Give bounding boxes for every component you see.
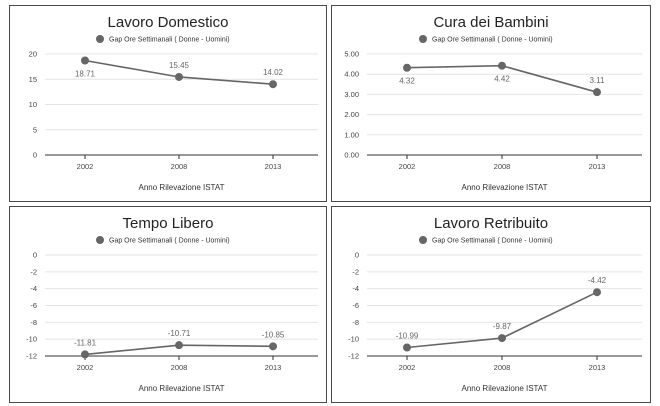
x-tick-label: 2002 [399, 363, 416, 372]
y-tick-label: 0 [33, 251, 37, 260]
data-point [81, 56, 89, 65]
x-axis-label: Anno Rilevazione ISTAT [462, 384, 548, 393]
y-tick-label: -4 [30, 284, 37, 293]
data-label: 18.71 [75, 70, 96, 79]
data-point [498, 334, 506, 343]
data-label: -10.71 [168, 329, 191, 338]
data-point [403, 343, 411, 352]
data-point [498, 61, 506, 70]
legend-label: Gap Ore Settimanali ( Donne - Uomini) [432, 238, 553, 245]
x-tick-label: 2013 [589, 162, 606, 171]
x-tick-label: 2008 [171, 162, 188, 171]
y-tick-label: 4.00 [344, 70, 359, 79]
y-tick-label: 10 [29, 100, 37, 109]
x-axis-label: Anno Rilevazione ISTAT [139, 183, 225, 192]
chart-title: Tempo Libero [123, 215, 214, 232]
y-tick-label: -8 [352, 318, 359, 327]
x-axis-label: Anno Rilevazione ISTAT [139, 384, 225, 393]
data-label: -11.81 [74, 338, 97, 347]
data-label: -9.87 [493, 322, 512, 331]
chart-title: Cura dei Bambini [433, 14, 548, 31]
data-point [175, 341, 183, 350]
x-tick-label: 2013 [589, 363, 606, 372]
x-tick-label: 2002 [77, 162, 94, 171]
x-tick-label: 2008 [171, 363, 188, 372]
legend-label: Gap Ore Settimanali ( Donne - Uomini) [432, 37, 553, 44]
chart-title: Lavoro Domestico [108, 14, 229, 31]
y-tick-label: -8 [30, 318, 37, 327]
data-point [593, 88, 601, 97]
data-point [593, 288, 601, 297]
y-tick-label: 5 [33, 125, 37, 134]
y-tick-label: -6 [352, 301, 359, 310]
data-point [269, 342, 277, 351]
chart-svg: Cura dei Bambini Gap Ore Settimanali ( Do… [344, 14, 642, 192]
x-tick-label: 2002 [399, 162, 416, 171]
y-tick-label: 20 [29, 50, 37, 59]
data-label: 4.32 [399, 77, 415, 86]
x-tick-label: 2008 [494, 162, 511, 171]
x-tick-label: 2013 [265, 162, 282, 171]
chart-svg: Lavoro Retribuito Gap Ore Settimanali ( D… [348, 215, 642, 393]
legend-marker [419, 35, 427, 43]
y-tick-label: -10 [348, 335, 359, 344]
x-axis-label: Anno Rilevazione ISTAT [462, 183, 548, 192]
chart-svg: Tempo Libero Gap Ore Settimanali ( Donne … [26, 215, 318, 393]
data-point [269, 80, 277, 89]
data-point [403, 63, 411, 72]
y-tick-label: -10 [26, 335, 37, 344]
y-tick-label: -6 [30, 301, 37, 310]
data-label: 15.45 [169, 61, 190, 70]
y-tick-label: -4 [352, 284, 359, 293]
data-label: 4.42 [494, 75, 510, 84]
legend-label: Gap Ore Settimanali ( Donne - Uomini) [109, 37, 230, 44]
x-tick-label: 2002 [77, 363, 94, 372]
data-point [81, 350, 89, 359]
data-label: -4.42 [588, 276, 607, 285]
y-tick-label: 15 [29, 75, 37, 84]
legend-label: Gap Ore Settimanali ( Donne - Uomini) [109, 238, 230, 245]
legend-marker [96, 35, 104, 43]
y-tick-label: 5.00 [344, 50, 359, 59]
y-tick-label: -2 [352, 267, 359, 276]
data-label: 3.11 [590, 76, 606, 85]
y-tick-label: 1.00 [344, 130, 359, 139]
x-tick-label: 2008 [494, 363, 511, 372]
y-tick-label: 0 [33, 151, 37, 160]
y-tick-label: 0.00 [344, 151, 359, 160]
data-point [175, 72, 183, 81]
y-tick-label: 3.00 [344, 90, 359, 99]
y-tick-label: 0 [355, 251, 359, 260]
chart-panel-lavoro-retribuito: Lavoro Retribuito Gap Ore Settimanali ( D… [331, 206, 651, 403]
data-label: 14.02 [263, 68, 284, 77]
y-tick-label: -12 [26, 352, 37, 361]
y-tick-label: 2.00 [344, 110, 359, 119]
chart-svg: Lavoro Domestico Gap Ore Settimanali ( Do… [29, 14, 318, 192]
chart-panel-cura-dei-bambini: Cura dei Bambini Gap Ore Settimanali ( Do… [331, 5, 651, 202]
chart-panel-lavoro-domestico: Lavoro Domestico Gap Ore Settimanali ( Do… [9, 5, 327, 202]
y-tick-label: -2 [30, 267, 37, 276]
legend-marker [96, 236, 104, 244]
data-label: -10.99 [396, 331, 419, 340]
legend-marker [419, 236, 427, 244]
x-tick-label: 2013 [265, 363, 282, 372]
chart-panel-tempo-libero: Tempo Libero Gap Ore Settimanali ( Donne … [9, 206, 327, 403]
chart-title: Lavoro Retribuito [434, 215, 548, 232]
y-tick-label: -12 [348, 352, 359, 361]
data-label: -10.85 [262, 330, 285, 339]
